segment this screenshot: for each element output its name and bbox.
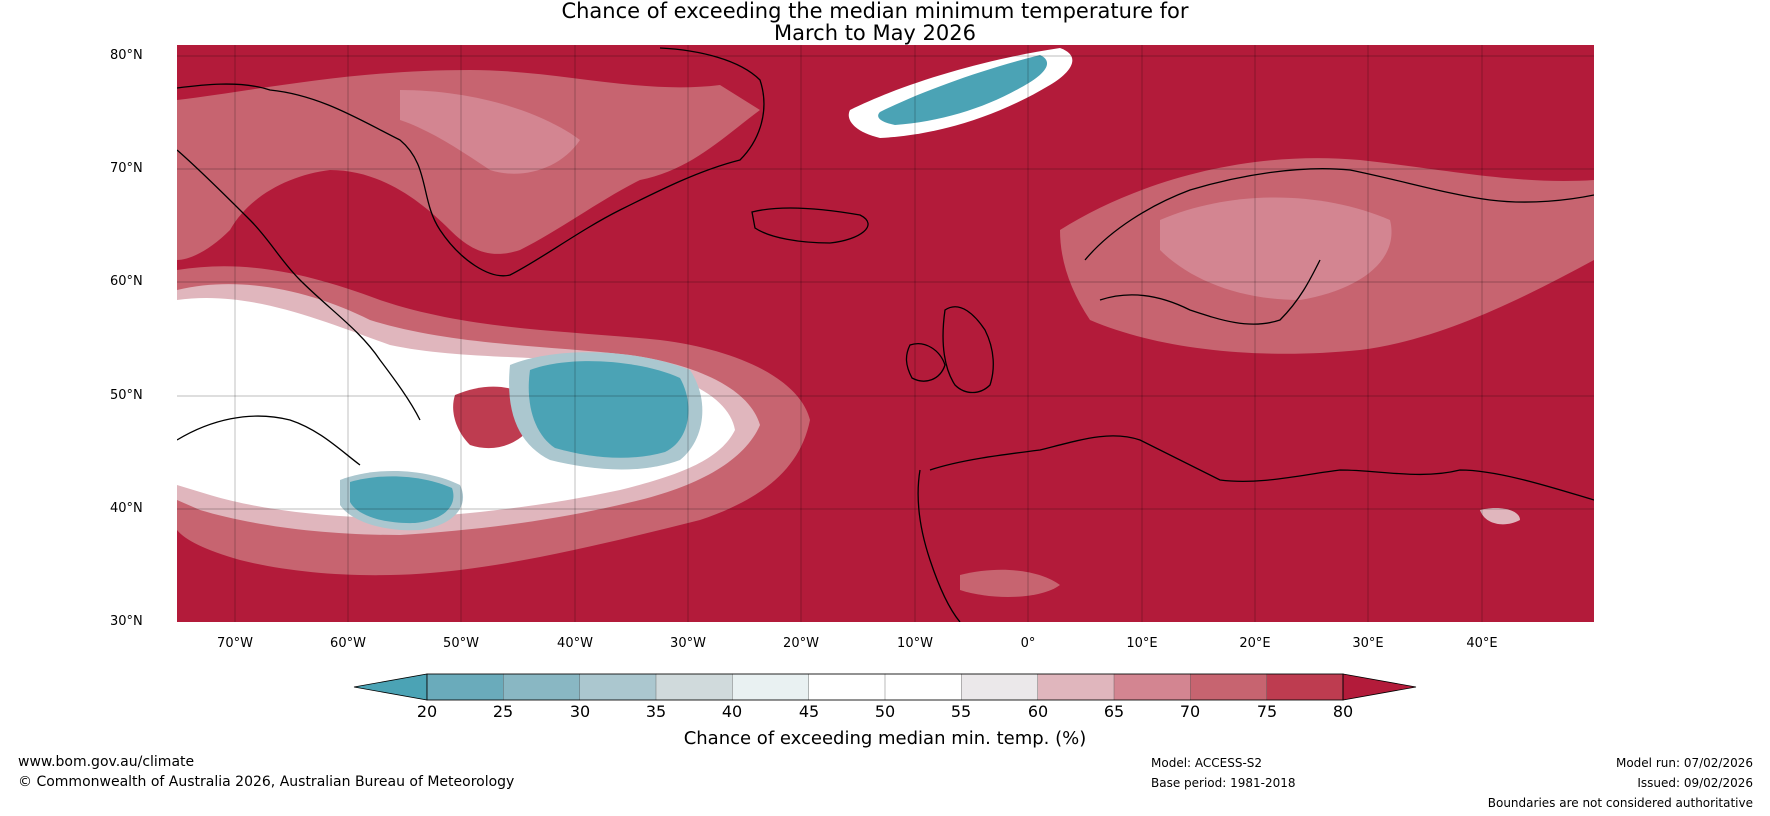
colorbar-segment-65-70	[1113, 673, 1192, 701]
colorbar-high-arrow	[1342, 673, 1417, 701]
map-plot-area	[177, 45, 1594, 622]
colorbar-segment-30-35	[579, 673, 657, 701]
colorbar-tick-30: 30	[569, 702, 591, 721]
svalbard-cool-anomaly	[878, 55, 1048, 125]
colorbar-segment-35-40	[655, 673, 734, 701]
scandinavia-coast	[1084, 168, 1594, 261]
footer-issued: Issued: 09/02/2026	[1637, 776, 1753, 790]
footer-website[interactable]: www.bom.gov.au/climate	[18, 754, 195, 770]
colorbar-segment-25-30	[503, 673, 581, 701]
colorbar-tick-20: 20	[416, 702, 438, 721]
lon-label-10w: 10°W	[897, 636, 933, 651]
colorbar-tick-60: 60	[1027, 702, 1049, 721]
map-title-line-2: March to May 2026	[774, 21, 976, 45]
us-coast	[177, 415, 361, 466]
colorbar-tick-70: 70	[1179, 702, 1201, 721]
lon-label-60w: 60°W	[330, 636, 366, 651]
colorbar-tick-75: 75	[1256, 702, 1278, 721]
lat-label-50n: 50°N	[110, 388, 143, 403]
colorbar-tick-80: 80	[1332, 702, 1354, 721]
canada-coast	[177, 149, 421, 421]
colorbar-tick-55: 55	[950, 702, 972, 721]
africa-coast	[917, 469, 961, 622]
colorbar-low-arrow	[353, 673, 428, 701]
britain-coast	[942, 306, 994, 394]
lon-label-20e: 20°E	[1239, 636, 1271, 651]
colorbar-segment-75-80	[1266, 673, 1344, 701]
colorbar-segment-70-75	[1190, 673, 1268, 701]
scandinavia-lighter-zone	[1160, 197, 1392, 300]
colorbar-tick-50: 50	[874, 702, 896, 721]
lat-label-70n: 70°N	[110, 161, 143, 176]
lat-label-60n: 60°N	[110, 274, 143, 289]
colorbar-tick-65: 65	[1103, 702, 1125, 721]
lon-label-10e: 10°E	[1126, 636, 1158, 651]
lon-label-30w: 30°W	[670, 636, 706, 651]
colorbar-segment-45-50	[808, 673, 886, 701]
lat-label-40n: 40°N	[110, 501, 143, 516]
baltic-coast	[1099, 259, 1321, 325]
lon-label-0: 0°	[1020, 636, 1036, 651]
colorbar-segment-40-45	[732, 673, 810, 701]
footer-copyright: © Commonwealth of Australia 2026, Austra…	[18, 774, 515, 790]
coastlines	[177, 47, 1594, 622]
colorbar	[353, 673, 1417, 701]
lon-label-40e: 40°E	[1466, 636, 1498, 651]
iceland-coast	[751, 207, 869, 244]
lon-label-30e: 30°E	[1352, 636, 1384, 651]
footer-disclaimer: Boundaries are not considered authoritat…	[1487, 796, 1753, 810]
colorbar-tick-25: 25	[492, 702, 514, 721]
greenland-anomaly-zone	[177, 70, 760, 260]
footer-base-period: Base period: 1981-2018	[1151, 776, 1296, 790]
colorbar-segment-20-25	[426, 673, 505, 701]
colorbar-segment-60-65	[1037, 673, 1115, 701]
lon-label-50w: 50°W	[443, 636, 479, 651]
warm-spot-east	[1480, 508, 1520, 525]
ireland-coast	[905, 343, 946, 382]
lon-label-40w: 40°W	[557, 636, 593, 651]
colorbar-tick-45: 45	[798, 702, 820, 721]
lon-label-20w: 20°W	[783, 636, 819, 651]
greenland-lighter-zone	[400, 90, 580, 174]
lat-label-30n: 30°N	[110, 614, 143, 629]
colorbar-label: Chance of exceeding median min. temp. (%…	[683, 728, 1087, 749]
greenland-coast	[177, 47, 765, 277]
colorbar-frame	[426, 673, 1344, 701]
lon-label-70w: 70°W	[217, 636, 253, 651]
colorbar-segment-55-60	[961, 673, 1039, 701]
colorbar-segment-50-55	[884, 673, 963, 701]
lat-label-80n: 80°N	[110, 48, 143, 63]
footer-model: Model: ACCESS-S2	[1151, 756, 1263, 770]
colorbar-tick-35: 35	[645, 702, 667, 721]
colorbar-tick-40: 40	[721, 702, 743, 721]
warm-spot-africa	[960, 569, 1060, 597]
mediterranean-coast	[929, 435, 1594, 501]
gridlines	[177, 45, 1594, 622]
map-title-line-1: Chance of exceeding the median minimum t…	[561, 0, 1189, 23]
cool-anomaly-core	[528, 361, 689, 458]
footer-model-run: Model run: 07/02/2026	[1615, 756, 1753, 770]
cool-anomaly-south-core	[350, 476, 454, 524]
